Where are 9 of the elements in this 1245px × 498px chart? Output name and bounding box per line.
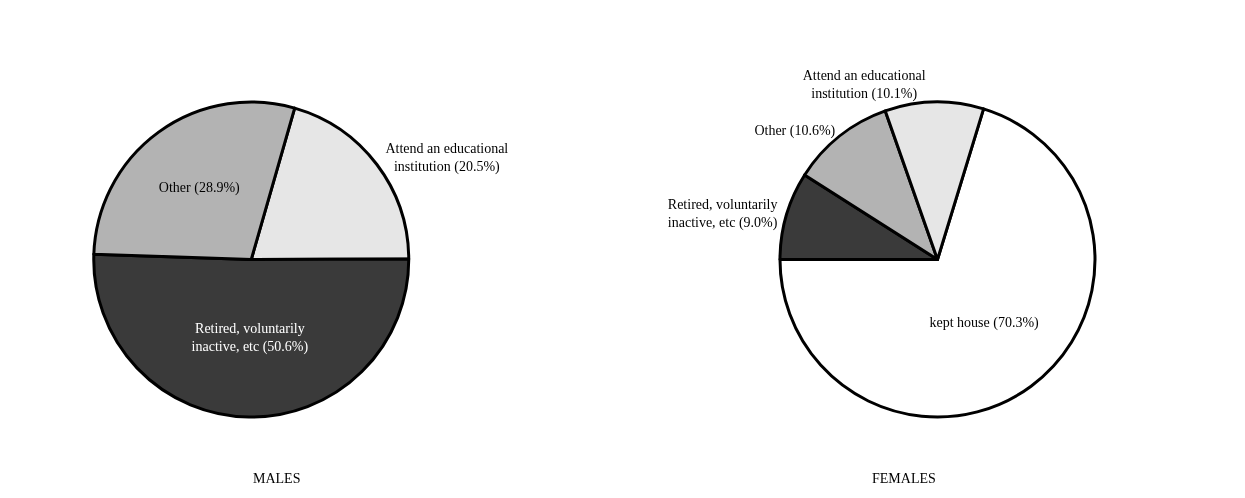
slice-label: Retired, voluntarily inactive, etc (9.0%) xyxy=(667,196,778,232)
text: FEMALES xyxy=(872,471,936,486)
slice-label: Attend an educational institution (10.1%) xyxy=(802,67,926,103)
slice-label: kept house (70.3%) xyxy=(929,314,1040,331)
slice-label: Retired, voluntarily inactive, etc (50.6%) xyxy=(191,321,309,356)
text: MALES xyxy=(253,471,301,486)
slice-label: Other (10.6%) xyxy=(754,123,836,140)
slice-label: Attend an educational institution (20.5%) xyxy=(385,141,509,176)
slice-label: Other (28.9%) xyxy=(158,180,241,197)
